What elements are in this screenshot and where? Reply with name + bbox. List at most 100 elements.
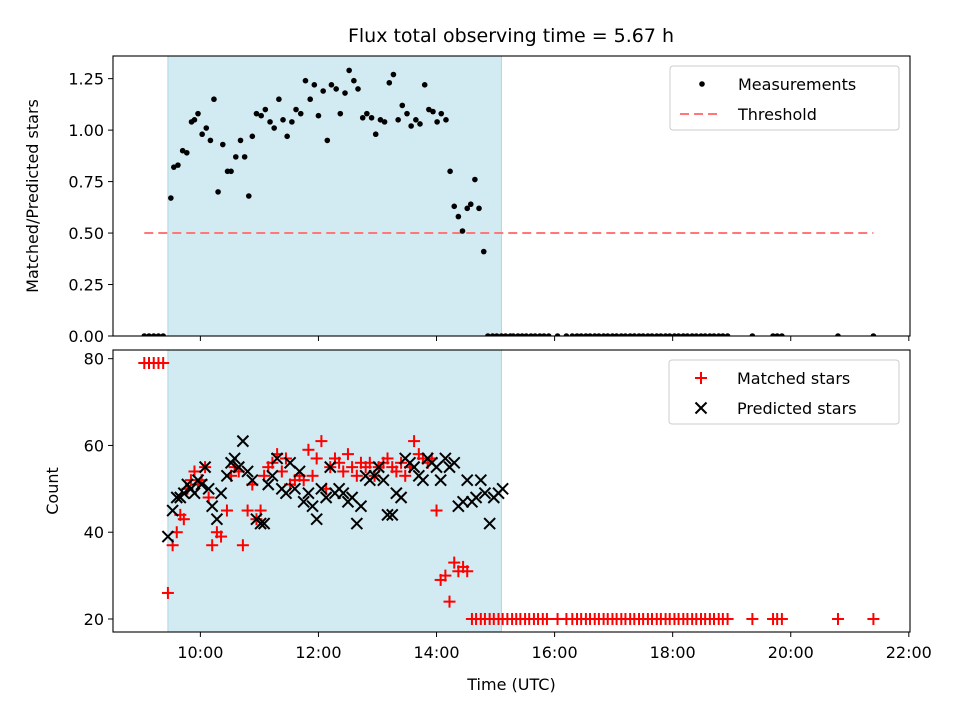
measurement-point — [707, 333, 713, 336]
predicted-star-point — [469, 491, 483, 504]
legend-label: Predicted stars — [737, 399, 857, 418]
x-b — [170, 491, 183, 504]
measurement-point — [215, 189, 221, 195]
predicted-star-point — [232, 460, 245, 474]
measurement-point — [232, 154, 239, 160]
x-b — [483, 517, 496, 530]
measurement-point — [510, 333, 517, 336]
measurement-point — [684, 333, 691, 336]
measurement-point — [600, 333, 607, 336]
measurement-point — [587, 333, 593, 336]
x-b — [293, 465, 306, 478]
predicted-star-point — [474, 473, 488, 487]
predicted-star-point — [262, 478, 275, 491]
y-tick-label: 1.25 — [68, 70, 104, 89]
predicted-star-point — [315, 482, 328, 496]
x-tick-label: 20:00 — [768, 643, 814, 662]
legend: Matched stars Predicted stars — [668, 359, 900, 425]
matched-star-point — [315, 435, 328, 448]
measurement-point — [563, 333, 570, 336]
legend: Measurements Threshold — [669, 65, 900, 131]
x-b — [214, 486, 228, 500]
x-b — [205, 499, 219, 513]
measurement-point — [271, 125, 277, 131]
measurement-point — [381, 119, 388, 125]
measurement-point — [658, 333, 664, 336]
x-b — [337, 486, 350, 500]
measurement-point — [168, 195, 174, 201]
x-b — [461, 473, 474, 487]
x-b — [448, 456, 461, 470]
predicted-star-point — [279, 486, 293, 500]
measurement-point — [297, 110, 304, 117]
matched-star-point — [206, 539, 219, 552]
x-b — [324, 460, 337, 474]
predicted-star-point — [416, 473, 430, 487]
x-tick-label: 10:00 — [177, 643, 223, 662]
matched-star-point — [867, 612, 880, 625]
measurement-point — [675, 333, 682, 336]
x-b — [469, 491, 483, 504]
y-tick-label: 40 — [84, 523, 104, 542]
measurement-point — [179, 147, 186, 154]
matched-star-point — [430, 504, 443, 517]
measurement-point — [377, 117, 384, 123]
x-b — [310, 512, 323, 526]
predicted-star-point — [372, 460, 385, 474]
x-b — [350, 517, 364, 530]
x-b — [386, 508, 399, 522]
predicted-star-point — [161, 530, 175, 543]
measurement-point — [770, 333, 776, 336]
matched-star-point — [831, 612, 844, 625]
measurement-point — [653, 333, 660, 336]
matched-star-point — [350, 469, 363, 482]
legend-box — [669, 65, 900, 131]
measurement-point — [434, 119, 440, 125]
measurement-point — [368, 114, 375, 121]
measurement-point — [245, 193, 252, 199]
measurement-point — [645, 333, 651, 336]
measurement-point — [485, 333, 491, 336]
y-tick-label: 80 — [84, 350, 104, 369]
matched-star-point — [215, 530, 228, 543]
measurement-point — [404, 110, 410, 117]
measurement-point — [702, 333, 708, 336]
measurement-point — [636, 333, 642, 336]
x-b — [246, 473, 259, 487]
measurement-point — [267, 119, 273, 125]
measurement-point — [355, 86, 361, 92]
measurement-point — [591, 333, 598, 336]
predicted-star-point — [257, 517, 271, 530]
matched-star-point — [236, 539, 249, 552]
predicted-star-point — [386, 508, 399, 522]
measurement-point — [541, 333, 547, 336]
measurement-point — [141, 333, 148, 336]
matched-star-point — [390, 465, 403, 478]
matched-star-point — [341, 448, 354, 461]
measurement-point — [183, 149, 190, 156]
measurement-point — [364, 110, 370, 117]
x-b — [381, 508, 394, 522]
measurement-point — [622, 333, 629, 336]
measurement-point — [631, 333, 638, 336]
measurement-point — [545, 333, 552, 336]
measurement-point — [160, 333, 166, 336]
observing-span — [167, 55, 502, 337]
measurement-point — [351, 77, 357, 84]
legend-label: Measurements — [738, 75, 856, 94]
x-b — [241, 465, 254, 478]
measurement-point — [502, 333, 509, 336]
legend-label: Threshold — [737, 105, 817, 124]
measurement-point — [146, 333, 152, 336]
predicted-star-point — [377, 473, 390, 487]
legend-marker-predicted — [694, 401, 708, 415]
measurement-point — [220, 141, 226, 148]
measurement-point — [421, 82, 428, 88]
measurement-point — [627, 333, 633, 336]
x-b — [372, 460, 385, 474]
measurement-point — [774, 333, 780, 336]
measurement-point — [459, 228, 466, 234]
predicted-star-point — [170, 491, 183, 504]
predicted-star-point — [198, 460, 212, 474]
predicted-star-point — [461, 473, 474, 487]
